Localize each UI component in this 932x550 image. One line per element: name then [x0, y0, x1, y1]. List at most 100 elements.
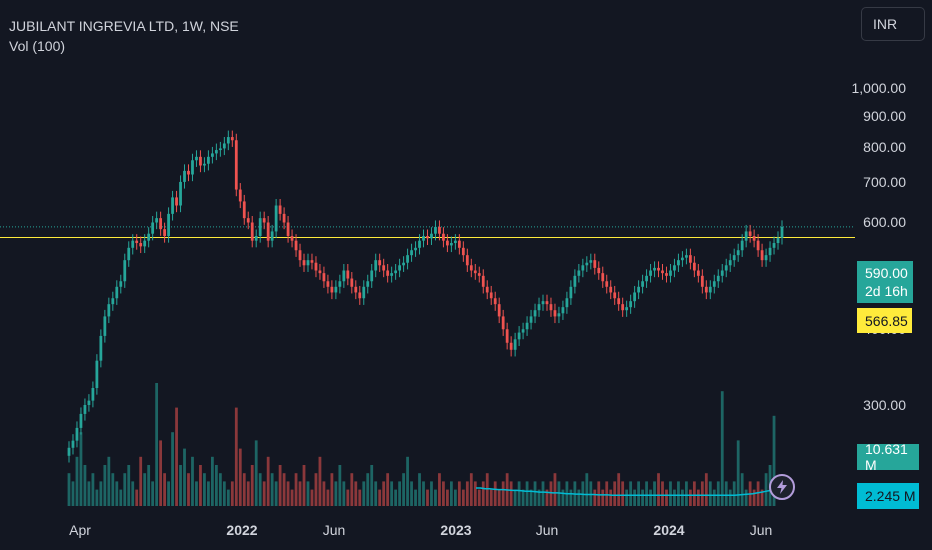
- candle-body: [557, 313, 561, 317]
- volume-bar: [370, 465, 374, 506]
- candle-body: [597, 267, 601, 274]
- candle-body: [250, 222, 254, 241]
- volume-bar: [390, 481, 394, 506]
- candle-body: [438, 226, 441, 234]
- candle-body: [517, 332, 521, 340]
- volume-bar: [593, 489, 597, 506]
- candle-body: [469, 265, 473, 271]
- volume-bar: [71, 481, 75, 506]
- volume-bar: [426, 489, 429, 506]
- candle-body: [593, 260, 597, 268]
- candle-body: [139, 243, 143, 247]
- candle-body: [151, 222, 155, 234]
- candle-body: [621, 304, 625, 311]
- volume-bar: [469, 473, 473, 506]
- candle-body: [238, 189, 242, 202]
- volume-bar: [661, 481, 664, 506]
- volume-bar: [342, 481, 346, 506]
- volume-bar: [772, 415, 776, 506]
- volume-bar: [402, 473, 405, 506]
- volume-bar: [457, 481, 461, 506]
- candle-body: [497, 304, 501, 317]
- time-axis-label: 2022: [226, 522, 258, 538]
- volume-bar: [274, 481, 278, 506]
- candle-body: [449, 243, 453, 246]
- volume-bar: [760, 489, 764, 506]
- volume-bar: [258, 473, 262, 506]
- candle-body: [744, 231, 748, 241]
- candle-body: [366, 281, 370, 287]
- price-axis-label: 600.00: [863, 214, 906, 231]
- volume-bar: [179, 465, 182, 506]
- volume-bar: [712, 489, 716, 506]
- candle-body: [254, 236, 258, 241]
- candle-body: [382, 265, 386, 271]
- candle-body: [127, 247, 131, 261]
- candle-body: [294, 240, 298, 251]
- candle-body: [549, 304, 553, 311]
- volume-bar: [681, 489, 684, 506]
- volume-bar: [617, 473, 621, 506]
- candle-body: [358, 292, 362, 299]
- candle-body: [780, 226, 784, 238]
- volume-bar: [163, 473, 166, 506]
- volume-bar: [621, 481, 625, 506]
- candle-body: [374, 260, 378, 271]
- candle-body: [573, 275, 577, 287]
- volume-bar: [306, 481, 310, 506]
- volume-bar: [318, 456, 322, 506]
- candle-body: [553, 310, 557, 317]
- candle-body: [187, 170, 190, 175]
- candle-body: [772, 243, 776, 248]
- volume-bar: [585, 473, 589, 506]
- candle-body: [370, 270, 374, 282]
- volume-bar: [756, 481, 760, 506]
- volume-bar: [314, 473, 318, 506]
- volume-bar: [521, 489, 525, 506]
- candle-body: [704, 286, 708, 293]
- candle-body: [302, 260, 306, 266]
- candle-body: [728, 260, 732, 266]
- lightning-icon[interactable]: [769, 474, 795, 500]
- volume-bar: [294, 473, 298, 506]
- volume-bar: [597, 481, 601, 506]
- volume-bar: [290, 489, 294, 506]
- candle-body: [442, 233, 445, 241]
- lightning-icon-glyph: [777, 480, 787, 494]
- volume-bar: [716, 481, 720, 506]
- candle-body: [143, 240, 147, 247]
- candle-body: [688, 255, 692, 263]
- candle-body: [338, 281, 342, 287]
- candle-body: [577, 270, 581, 276]
- candle-body: [589, 260, 593, 263]
- volume-bar: [234, 407, 238, 506]
- candle-body: [167, 213, 170, 237]
- volume-bar: [649, 489, 652, 506]
- candle-body: [298, 250, 302, 261]
- volume-bar: [533, 481, 537, 506]
- candle-body: [473, 270, 477, 274]
- volume-bar: [720, 391, 724, 506]
- volume-bar: [334, 481, 338, 506]
- volume-bar: [740, 473, 744, 506]
- candle-body: [67, 447, 71, 456]
- candle-body: [79, 413, 83, 428]
- volume-bar: [310, 489, 314, 506]
- volume-bar: [326, 489, 330, 506]
- candle-body: [481, 275, 485, 287]
- time-axis-label: Apr: [69, 522, 91, 538]
- candle-body: [629, 301, 633, 308]
- volume-bar: [410, 481, 413, 506]
- currency-button[interactable]: INR: [861, 7, 925, 41]
- volume-ma-tag: 2.245 M: [857, 483, 919, 509]
- candle-body: [218, 148, 222, 151]
- time-axis-label: Jun: [749, 522, 773, 538]
- candle-body: [350, 278, 354, 287]
- candle-body: [700, 275, 704, 287]
- volume-bar: [354, 481, 358, 506]
- volume-bar: [549, 481, 553, 506]
- volume-indicator-label[interactable]: Vol (100): [9, 38, 66, 54]
- candle-body: [386, 270, 390, 276]
- symbol-title[interactable]: JUBILANT INGREVIA LTD, 1W, NSE: [9, 18, 239, 34]
